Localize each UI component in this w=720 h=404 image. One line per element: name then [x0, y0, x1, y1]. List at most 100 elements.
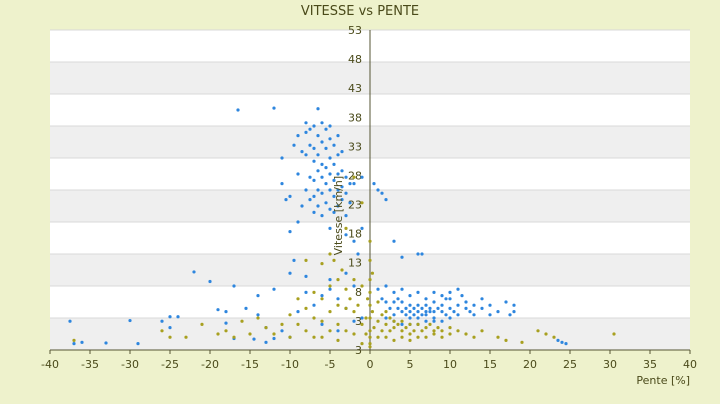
- data-point-blue: [432, 319, 436, 323]
- data-point-olive: [360, 322, 364, 326]
- data-point-olive: [184, 335, 188, 339]
- x-tick-label: -20: [201, 358, 219, 371]
- data-point-olive: [408, 338, 412, 342]
- data-point-olive: [388, 316, 392, 320]
- data-point-blue: [440, 303, 444, 307]
- data-point-olive: [380, 313, 384, 317]
- x-tick-label: -40: [41, 358, 59, 371]
- data-point-blue: [128, 318, 132, 323]
- data-point-blue: [392, 239, 396, 243]
- data-point-blue: [416, 310, 420, 314]
- data-point-olive: [424, 326, 428, 330]
- x-tick-label: 5: [407, 358, 414, 371]
- data-point-olive: [336, 303, 340, 307]
- x-tick-label: -35: [81, 358, 99, 371]
- data-point-olive: [420, 329, 424, 333]
- data-point-blue: [300, 150, 304, 154]
- data-point-blue: [348, 182, 352, 186]
- data-point-olive: [384, 322, 388, 326]
- data-point-blue: [256, 313, 260, 317]
- data-point-olive: [216, 332, 220, 336]
- data-point-olive: [472, 335, 476, 339]
- data-point-olive: [320, 297, 324, 301]
- data-point-olive: [448, 332, 452, 336]
- x-tick-label: -25: [161, 358, 179, 371]
- data-point-blue: [472, 303, 476, 307]
- data-point-blue: [508, 313, 512, 317]
- data-point-blue: [284, 198, 288, 202]
- data-point-olive: [368, 239, 372, 243]
- x-tick-labels: -40 -35 -30 -25 -20 -15 -10 -5 0 5 10 15 20 25 30 35 40: [41, 350, 697, 371]
- data-point-blue: [252, 337, 256, 341]
- data-point-olive: [520, 340, 524, 344]
- data-point-blue: [324, 201, 328, 205]
- y-tick-label: 13: [348, 257, 362, 270]
- y-axis-title: Vitesse [km/h]: [332, 176, 345, 256]
- data-point-olive: [544, 332, 548, 336]
- data-point-blue: [456, 303, 460, 307]
- data-point-blue: [176, 315, 180, 319]
- data-point-olive: [408, 322, 412, 326]
- data-point-blue: [320, 322, 324, 326]
- data-point-olive: [448, 326, 452, 330]
- data-point-blue: [396, 297, 400, 301]
- data-point-blue: [468, 310, 472, 314]
- data-point-blue: [436, 306, 440, 310]
- y-tick-label: 18: [348, 228, 362, 241]
- data-point-blue: [360, 226, 364, 230]
- data-point-blue: [312, 146, 316, 150]
- data-point-olive: [296, 322, 300, 326]
- y-tick-label: 38: [348, 111, 362, 124]
- data-point-blue: [464, 306, 468, 310]
- data-point-blue: [340, 198, 344, 202]
- data-point-olive: [288, 313, 292, 317]
- data-point-blue: [324, 127, 328, 131]
- data-point-blue: [400, 322, 404, 326]
- data-point-olive: [412, 329, 416, 333]
- data-point-blue: [308, 143, 312, 147]
- data-point-blue: [392, 313, 396, 317]
- data-point-blue: [464, 300, 468, 304]
- data-point-blue: [216, 308, 220, 312]
- data-point-blue: [392, 290, 396, 294]
- data-point-blue: [328, 287, 332, 291]
- data-point-blue: [320, 191, 324, 195]
- data-point-blue: [304, 121, 308, 125]
- data-point-olive: [416, 322, 420, 326]
- data-point-blue: [324, 182, 328, 186]
- data-point-blue: [420, 252, 424, 256]
- data-point-blue: [304, 290, 308, 294]
- data-point-blue: [440, 294, 444, 298]
- data-point-olive: [360, 342, 364, 346]
- x-tick-label: -30: [121, 358, 139, 371]
- data-point-blue: [420, 313, 424, 317]
- data-point-blue: [344, 271, 348, 275]
- data-point-blue: [420, 306, 424, 310]
- data-point-blue: [292, 258, 296, 262]
- data-point-blue: [328, 156, 332, 160]
- data-point-blue: [160, 319, 164, 323]
- data-point-olive: [368, 290, 372, 294]
- x-tick-label: 25: [563, 358, 577, 371]
- data-point-olive: [312, 316, 316, 320]
- data-point-olive: [416, 335, 420, 339]
- data-point-olive: [380, 329, 384, 333]
- data-point-blue: [332, 178, 336, 182]
- data-point-olive: [232, 335, 236, 339]
- x-axis-title: Pente [%]: [636, 374, 690, 387]
- data-point-blue: [168, 326, 172, 330]
- data-point-blue: [336, 204, 340, 208]
- data-point-blue: [456, 313, 460, 317]
- data-point-blue: [304, 130, 308, 134]
- data-point-blue: [304, 274, 308, 278]
- data-point-blue: [244, 306, 248, 310]
- data-point-olive: [328, 310, 332, 314]
- data-point-olive: [440, 329, 444, 333]
- data-point-blue: [328, 188, 332, 192]
- data-point-blue: [316, 107, 320, 111]
- x-tick-label: -15: [241, 358, 259, 371]
- data-point-blue: [312, 303, 316, 307]
- data-point-blue: [312, 159, 316, 163]
- data-point-blue: [308, 175, 312, 179]
- data-point-olive: [428, 322, 432, 326]
